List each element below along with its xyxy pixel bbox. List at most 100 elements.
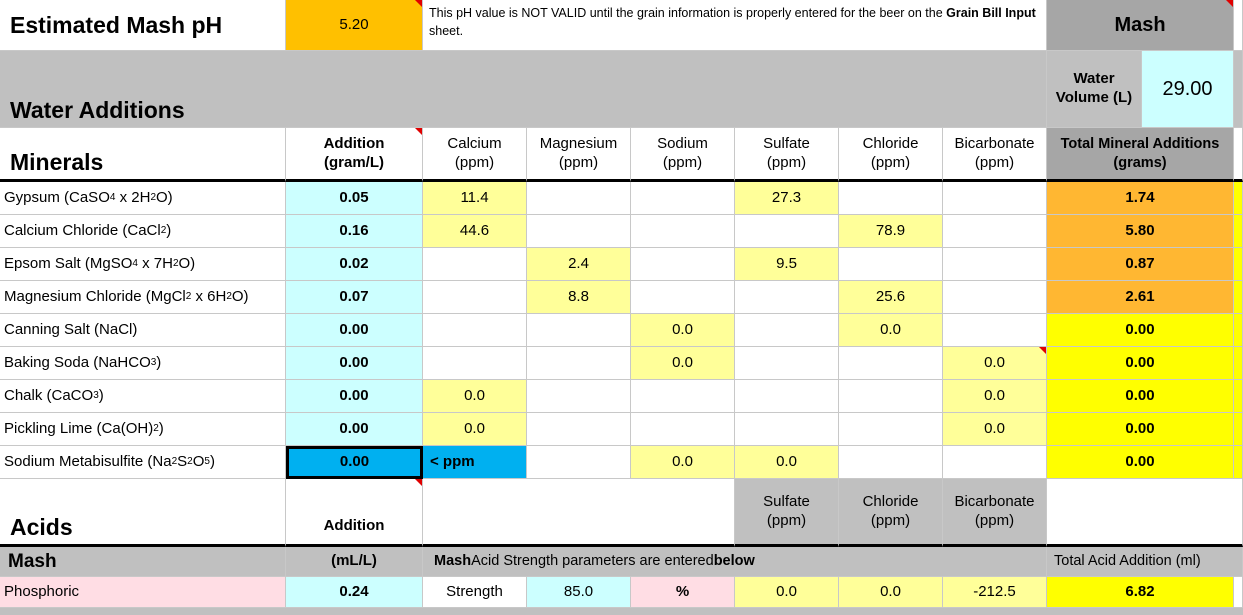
mineral-name-pickling-lime: Pickling Lime (Ca(OH) 2): [0, 413, 286, 446]
sulfate-pickling-lime: [735, 413, 839, 446]
calcium-pickling-lime: 0.0: [423, 413, 527, 446]
calcium-calcium-chloride: 44.6: [423, 215, 527, 248]
sulfate-sodium-metabisulfite: 0.0: [735, 446, 839, 479]
mineral-name-epsom-salt: Epsom Salt (MgSO 4 x 7H 2 O): [0, 248, 286, 281]
mineral-addition-pickling-lime[interactable]: 0.00: [286, 413, 423, 446]
calcium-baking-soda: [423, 347, 527, 380]
mineral-addition-sodium-metabisulfite[interactable]: 0.00: [286, 446, 423, 479]
mineral-name-calcium-chloride: Calcium Chloride (CaCl 2): [0, 215, 286, 248]
acid-name-phosphoric[interactable]: Phosphoric: [0, 577, 286, 608]
sodium-canning-salt: 0.0: [631, 314, 735, 347]
sodium-gypsum: [631, 182, 735, 215]
acid-strength-value[interactable]: 85.0: [527, 577, 631, 608]
water-volume-edge: [1234, 51, 1243, 128]
mineral-name-gypsum: Gypsum (CaSO 4 x 2H 2 O): [0, 182, 286, 215]
water-volume-label: Water Volume (L): [1047, 51, 1142, 128]
total-canning-salt: 0.00: [1047, 314, 1234, 347]
sulfate-epsom-salt: 9.5: [735, 248, 839, 281]
edge-chalk: [1234, 380, 1243, 413]
mash-ph-value[interactable]: 5.20: [286, 0, 423, 51]
total-magnesium-chloride: 2.61: [1047, 281, 1234, 314]
calcium-magnesium-chloride: [423, 281, 527, 314]
header-magnesium: Magnesium (ppm): [527, 128, 631, 182]
chloride-canning-salt: 0.0: [839, 314, 943, 347]
total-sodium-metabisulfite: 0.00: [1047, 446, 1234, 479]
mineral-addition-chalk[interactable]: 0.00: [286, 380, 423, 413]
magnesium-chalk: [527, 380, 631, 413]
water-volume-value[interactable]: 29.00: [1142, 51, 1234, 128]
bicarbonate-calcium-chloride: [943, 215, 1047, 248]
acids-blank-header: [423, 479, 735, 547]
magnesium-baking-soda: [527, 347, 631, 380]
calcium-sodium-metabisulfite: < ppm: [423, 446, 527, 479]
mineral-name-baking-soda: Baking Soda (NaHCO 3): [0, 347, 286, 380]
mineral-addition-calcium-chloride[interactable]: 0.16: [286, 215, 423, 248]
edge-calcium-chloride: [1234, 215, 1243, 248]
acids-header-total-blank: [1047, 479, 1243, 547]
sodium-calcium-chloride: [631, 215, 735, 248]
water-additions-title: Water Additions: [0, 51, 1047, 128]
header-addition: Addition (gram/L): [286, 128, 423, 182]
sodium-chalk: [631, 380, 735, 413]
bicarbonate-gypsum: [943, 182, 1047, 215]
sodium-epsom-salt: [631, 248, 735, 281]
header-sodium: Sodium (ppm): [631, 128, 735, 182]
mineral-addition-canning-salt[interactable]: 0.00: [286, 314, 423, 347]
header-chloride: Chloride (ppm): [839, 128, 943, 182]
mineral-addition-epsom-salt[interactable]: 0.02: [286, 248, 423, 281]
acid-unit-label: (mL/L): [286, 547, 423, 577]
acids-addition-header: Addition: [286, 479, 423, 547]
magnesium-canning-salt: [527, 314, 631, 347]
acid-bicarbonate-phosphoric: -212.5: [943, 577, 1047, 608]
total-chalk: 0.00: [1047, 380, 1234, 413]
mash-header-edge: [1234, 0, 1243, 51]
sodium-pickling-lime: [631, 413, 735, 446]
bicarbonate-chalk: 0.0: [943, 380, 1047, 413]
edge-epsom-salt: [1234, 248, 1243, 281]
acid-strength-label: Strength: [423, 577, 527, 608]
sulfate-magnesium-chloride: [735, 281, 839, 314]
chloride-epsom-salt: [839, 248, 943, 281]
chloride-sodium-metabisulfite: [839, 446, 943, 479]
calcium-canning-salt: [423, 314, 527, 347]
magnesium-sodium-metabisulfite: [527, 446, 631, 479]
mineral-name-canning-salt: Canning Salt (NaCl): [0, 314, 286, 347]
edge-magnesium-chloride: [1234, 281, 1243, 314]
total-calcium-chloride: 5.80: [1047, 215, 1234, 248]
acid-total-edge: [1234, 577, 1243, 608]
acid-addition-phosphoric[interactable]: 0.24: [286, 577, 423, 608]
chloride-calcium-chloride: 78.9: [839, 215, 943, 248]
acid-strength-unit[interactable]: %: [631, 577, 735, 608]
acids-header-sulfate: Sulfate (ppm): [735, 479, 839, 547]
sulfate-chalk: [735, 380, 839, 413]
estimated-mash-ph-label: Estimated Mash pH: [0, 0, 286, 51]
calcium-gypsum: 11.4: [423, 182, 527, 215]
acids-header-chloride: Chloride (ppm): [839, 479, 943, 547]
header-total-edge: [1234, 128, 1243, 182]
calcium-chalk: 0.0: [423, 380, 527, 413]
edge-pickling-lime: [1234, 413, 1243, 446]
header-calcium: Calcium (ppm): [423, 128, 527, 182]
acid-sulfate-phosphoric: 0.0: [735, 577, 839, 608]
mineral-name-magnesium-chloride: Magnesium Chloride (MgCl 2 x 6H 2 O): [0, 281, 286, 314]
mineral-addition-gypsum[interactable]: 0.05: [286, 182, 423, 215]
bicarbonate-sodium-metabisulfite: [943, 446, 1047, 479]
mineral-addition-magnesium-chloride[interactable]: 0.07: [286, 281, 423, 314]
ph-validity-note: This pH value is NOT VALID until the gra…: [423, 0, 1047, 51]
mineral-addition-baking-soda[interactable]: 0.00: [286, 347, 423, 380]
chloride-magnesium-chloride: 25.6: [839, 281, 943, 314]
bicarbonate-magnesium-chloride: [943, 281, 1047, 314]
acids-title: Acids: [0, 479, 286, 547]
minerals-title: Minerals: [0, 128, 286, 182]
edge-gypsum: [1234, 182, 1243, 215]
sodium-magnesium-chloride: [631, 281, 735, 314]
sodium-baking-soda: 0.0: [631, 347, 735, 380]
magnesium-magnesium-chloride: 8.8: [527, 281, 631, 314]
sulfate-gypsum: 27.3: [735, 182, 839, 215]
chloride-pickling-lime: [839, 413, 943, 446]
bottom-strip: [0, 608, 1243, 615]
edge-baking-soda: [1234, 347, 1243, 380]
magnesium-gypsum: [527, 182, 631, 215]
bicarbonate-pickling-lime: 0.0: [943, 413, 1047, 446]
